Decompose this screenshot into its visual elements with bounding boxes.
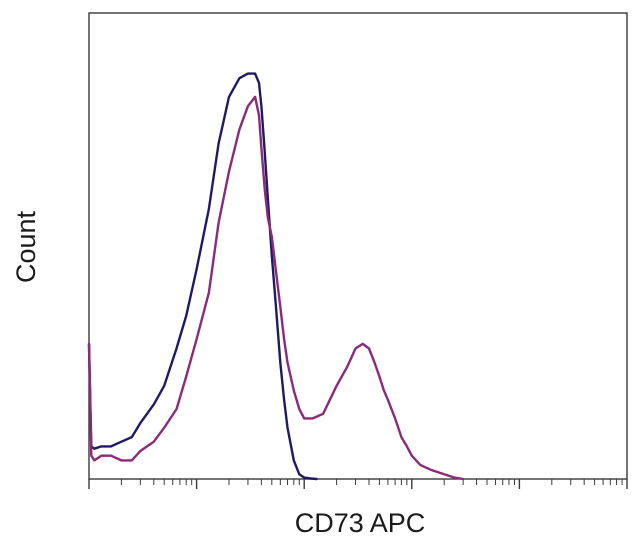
histogram-series-line-2 (87, 95, 465, 481)
histogram-series-line-1 (87, 72, 318, 481)
x-axis-label: CD73 APC (295, 508, 426, 538)
plot-frame (88, 12, 628, 480)
y-axis-label: Count (11, 210, 41, 283)
series-layer (87, 72, 465, 481)
x-axis-ticks (88, 479, 628, 489)
